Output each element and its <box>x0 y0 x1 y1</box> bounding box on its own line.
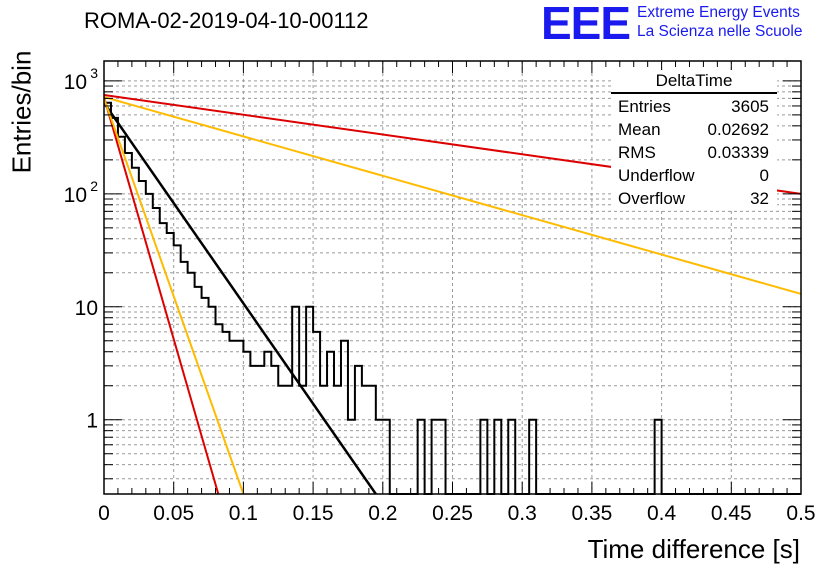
stats-label: Entries <box>618 97 671 116</box>
y-tick-label: 10 <box>64 184 87 207</box>
tick-labels: 0 0.05 0.1 0.15 0.2 0.25 0.3 0.35 0.4 0.45 0.5 1 10 1… <box>64 65 816 525</box>
stats-row-underflow: Underflow 0 <box>611 164 777 187</box>
stats-label: Underflow <box>618 166 695 185</box>
y-tick-label: 10 <box>75 297 98 320</box>
y-tick-exponent: 3 <box>90 65 98 81</box>
fit-curves <box>104 94 801 494</box>
histogram-bin <box>188 273 195 494</box>
stats-value: 3605 <box>731 97 769 116</box>
histogram-bin <box>104 103 111 494</box>
x-tick-label: 0.35 <box>571 502 612 525</box>
x-axis-label: Time difference [s] <box>587 534 800 564</box>
histogram-bin <box>257 366 264 494</box>
x-tick-label: 0.15 <box>293 502 334 525</box>
histogram-bin <box>292 307 299 494</box>
stats-title: DeltaTime <box>611 70 777 94</box>
logo-line-2: La Scienza nelle Scuole <box>637 23 803 40</box>
stats-row-overflow: Overflow 32 <box>611 187 777 210</box>
histogram-bin <box>285 386 292 494</box>
x-tick-label: 0.1 <box>229 502 258 525</box>
stats-value: 0.03339 <box>707 143 769 162</box>
fit-line <box>104 98 245 494</box>
stats-label: RMS <box>618 143 656 162</box>
eee-logo: EEE <box>541 0 631 49</box>
stats-row-rms: RMS 0.03339 <box>611 141 777 164</box>
stats-box: DeltaTime Entries 3605 Mean 0.02692 RMS … <box>611 70 777 210</box>
x-tick-label: 0.3 <box>508 502 537 525</box>
histogram-bin <box>216 324 223 494</box>
histogram-bin <box>278 386 285 494</box>
y-tick-label: 1 <box>86 410 98 433</box>
histogram-bin <box>369 386 376 494</box>
y-tick-exponent: 2 <box>90 178 98 194</box>
histogram-bin <box>264 352 271 494</box>
stats-value: 0.02692 <box>707 120 769 139</box>
histogram-bin <box>174 245 181 494</box>
histogram-bin <box>167 233 174 494</box>
histogram-bin <box>250 366 257 494</box>
histogram-bin <box>125 153 132 494</box>
run-title: ROMA-02-2019-04-10-00112 <box>84 8 369 33</box>
stats-row-mean: Mean 0.02692 <box>611 118 777 141</box>
stats-value: 32 <box>750 189 769 208</box>
histogram-bin <box>299 386 306 494</box>
x-tick-label: 0.5 <box>786 502 815 525</box>
fit-line <box>104 96 220 494</box>
x-tick-label: 0.25 <box>432 502 473 525</box>
stats-row-entries: Entries 3605 <box>611 95 777 118</box>
stats-value: 0 <box>759 166 769 185</box>
histogram-bin <box>236 341 243 494</box>
y-axis-label: Entries/bin <box>6 50 37 174</box>
x-tick-label: 0.05 <box>153 502 194 525</box>
fit-line <box>104 96 801 295</box>
histogram-bin <box>271 366 278 494</box>
logo-caption: Extreme Energy Events La Scienza nelle S… <box>637 3 802 41</box>
histogram-bin <box>118 137 125 494</box>
stats-label: Overflow <box>618 189 686 208</box>
histogram-bin <box>222 332 229 494</box>
x-tick-label: 0.4 <box>647 502 677 525</box>
x-tick-label: 0.2 <box>368 502 397 525</box>
x-tick-label: 0.45 <box>711 502 752 525</box>
stats-label: Mean <box>618 120 661 139</box>
fit-line <box>104 102 377 494</box>
axis-ticks <box>103 61 802 494</box>
histogram-bin <box>355 366 362 494</box>
logo-line-1: Extreme Energy Events <box>637 4 800 21</box>
y-tick-label: 10 <box>64 71 87 94</box>
histogram-bin <box>327 352 334 494</box>
histogram-bin <box>243 352 250 494</box>
x-tick-label: 0 <box>98 502 110 525</box>
histogram-bin <box>341 341 348 494</box>
histogram-bin <box>320 386 327 494</box>
